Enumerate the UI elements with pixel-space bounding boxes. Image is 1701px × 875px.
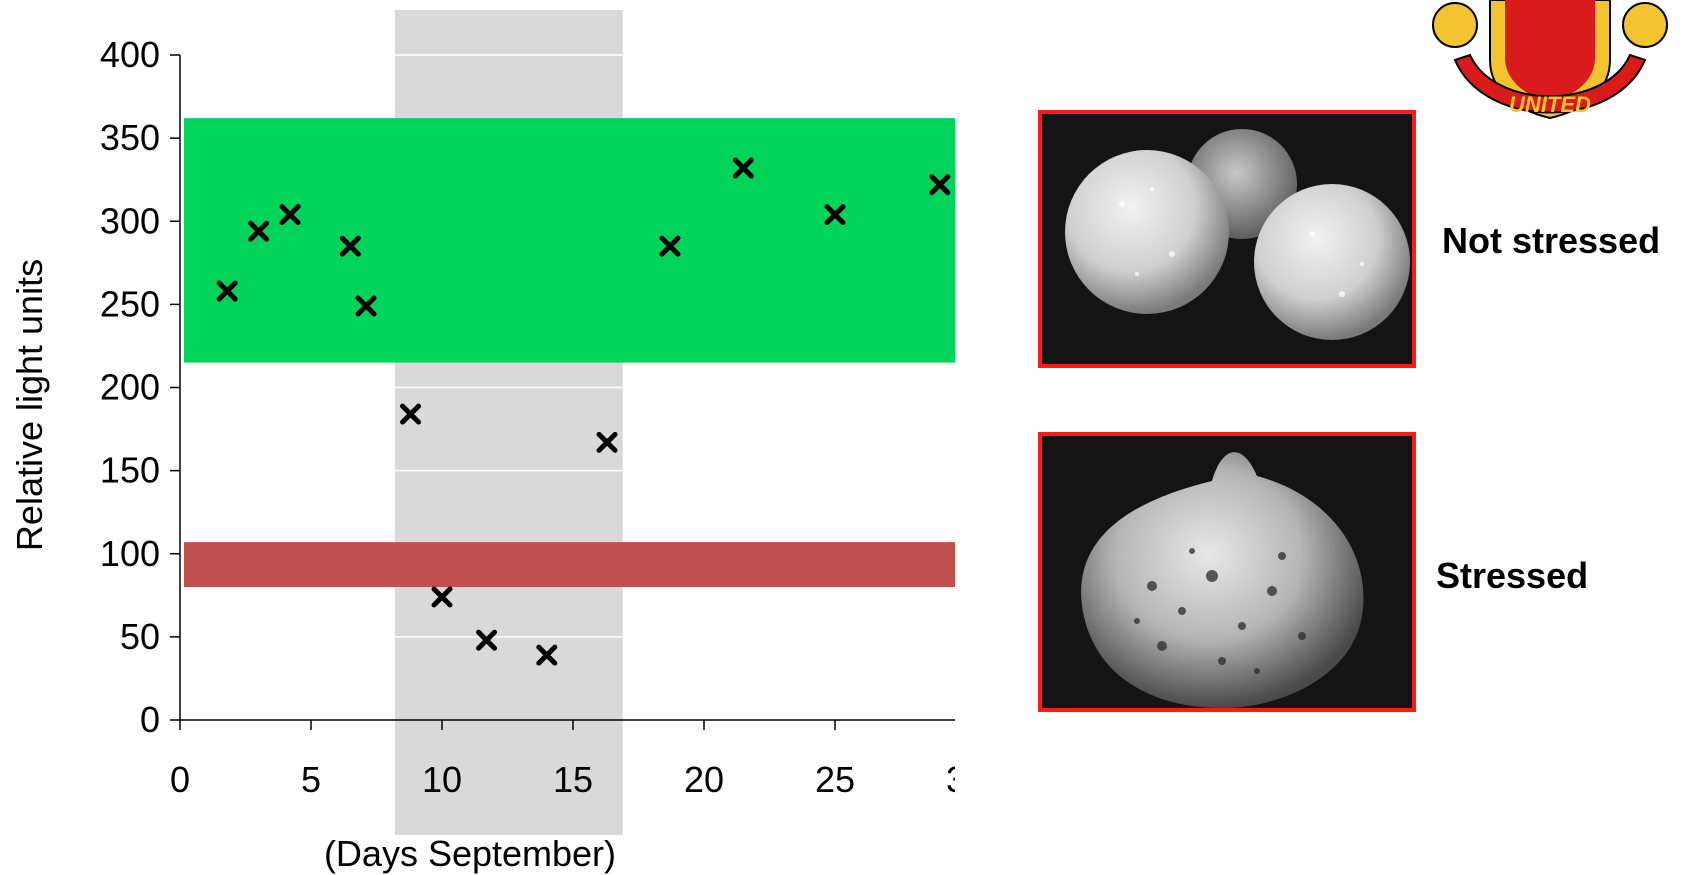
stressed-band bbox=[184, 542, 955, 587]
y-axis-title: Relative light units bbox=[9, 259, 50, 551]
x-tick-label: 15 bbox=[553, 759, 593, 800]
y-tick-label: 150 bbox=[100, 450, 160, 491]
y-tick-label: 250 bbox=[100, 283, 160, 324]
not-stressed-photo bbox=[1038, 110, 1416, 368]
y-tick-label: 0 bbox=[140, 699, 160, 740]
data-point-marker bbox=[476, 629, 498, 651]
y-tick-label: 100 bbox=[100, 533, 160, 574]
x-tick-label: 30 bbox=[946, 759, 955, 800]
y-tick-label: 50 bbox=[120, 616, 160, 657]
data-point-marker bbox=[355, 295, 377, 317]
x-tick-label: 0 bbox=[170, 759, 190, 800]
y-tick-label: 400 bbox=[100, 34, 160, 75]
x-tick-label: 20 bbox=[684, 759, 724, 800]
stressed-photo bbox=[1038, 432, 1416, 712]
data-point-marker bbox=[732, 157, 754, 179]
not-stressed-band bbox=[184, 118, 955, 363]
data-point-marker bbox=[216, 280, 238, 302]
x-tick-label: 25 bbox=[815, 759, 855, 800]
x-axis-title: (Days September) bbox=[324, 833, 616, 874]
data-point-marker bbox=[596, 431, 618, 453]
data-point-marker bbox=[279, 204, 301, 226]
stressed-label: Stressed bbox=[1436, 555, 1589, 596]
data-point-marker bbox=[431, 586, 453, 608]
data-point-marker bbox=[248, 220, 270, 242]
data-point-marker bbox=[824, 204, 846, 226]
y-tick-label: 350 bbox=[100, 117, 160, 158]
data-point-marker bbox=[536, 644, 558, 666]
data-point-marker bbox=[339, 235, 361, 257]
not-stressed-label: Not stressed bbox=[1442, 220, 1661, 261]
data-point-marker bbox=[400, 403, 422, 425]
svg-text:UNITED: UNITED bbox=[1509, 92, 1591, 117]
y-tick-label: 200 bbox=[100, 367, 160, 408]
y-tick-label: 300 bbox=[100, 200, 160, 241]
data-point-marker bbox=[929, 174, 951, 196]
data-point-marker bbox=[659, 235, 681, 257]
manchester-united-crest-logo: UNITED bbox=[1425, 0, 1675, 140]
x-tick-label: 10 bbox=[422, 759, 462, 800]
x-tick-label: 5 bbox=[301, 759, 321, 800]
scatter-chart: 0 50 100 150 200 250 300 350 400 0 5 10 15 20 25 30 (Da… bbox=[9, 10, 955, 874]
